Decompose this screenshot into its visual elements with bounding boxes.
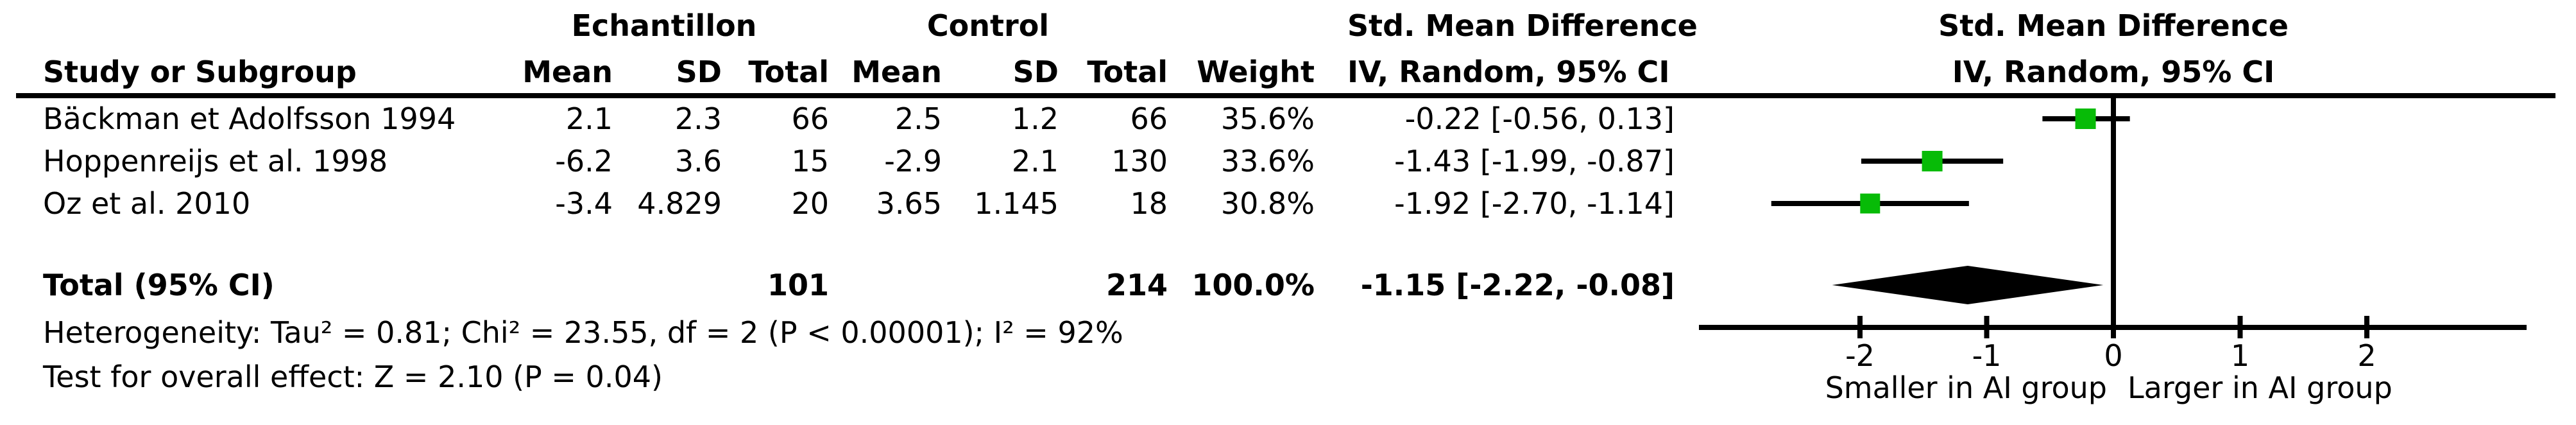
col-header-exp-mean: Mean bbox=[522, 55, 613, 89]
axis-tick-label: 2 bbox=[2357, 338, 2376, 373]
group-header-experimental: Echantillon bbox=[571, 8, 757, 43]
cell-ctrl-total: 18 bbox=[1130, 186, 1168, 221]
effect-square bbox=[1860, 193, 1881, 214]
axis-caption-left: Smaller in AI group bbox=[1825, 370, 2107, 405]
cell-ctrl-total: 130 bbox=[1111, 144, 1168, 178]
cell-exp-sd: 3.6 bbox=[674, 144, 722, 178]
smd-method-header: IV, Random, 95% CI bbox=[1347, 55, 1670, 89]
total-exp-total: 101 bbox=[767, 268, 829, 302]
cell-exp-total: 20 bbox=[791, 186, 829, 221]
axis-tick-label: 1 bbox=[2231, 338, 2249, 373]
cell-weight: 33.6% bbox=[1220, 144, 1315, 178]
header-rule bbox=[16, 93, 2555, 98]
cell-smd-ci: -0.22 [-0.56, 0.13] bbox=[1404, 101, 1675, 136]
total-smd-ci: -1.15 [-2.22, -0.08] bbox=[1360, 268, 1675, 302]
col-header-ctrl-sd: SD bbox=[1012, 55, 1059, 89]
cell-exp-sd: 2.3 bbox=[674, 101, 722, 136]
plot-method-header: IV, Random, 95% CI bbox=[1952, 55, 2275, 89]
cell-weight: 30.8% bbox=[1220, 186, 1315, 221]
axis-tick-label: 0 bbox=[2104, 338, 2122, 373]
group-header-control: Control bbox=[926, 8, 1050, 43]
col-header-exp-sd: SD bbox=[676, 55, 722, 89]
cell-exp-total: 15 bbox=[791, 144, 829, 178]
effect-square bbox=[2075, 108, 2096, 129]
col-header-exp-total: Total bbox=[748, 55, 829, 89]
cell-exp-mean: -6.2 bbox=[555, 144, 613, 178]
plot-column-header: Std. Mean Difference bbox=[1938, 8, 2289, 43]
cell-ctrl-total: 66 bbox=[1130, 101, 1168, 136]
axis-caption-right: Larger in AI group bbox=[2128, 370, 2393, 405]
cell-ctrl-sd: 1.145 bbox=[974, 186, 1059, 221]
cell-ctrl-sd: 1.2 bbox=[1011, 101, 1059, 136]
study-name: Bäckman et Adolfsson 1994 bbox=[43, 101, 456, 136]
col-header-weight: Weight bbox=[1197, 55, 1315, 89]
cell-exp-total: 66 bbox=[791, 101, 829, 136]
effect-square bbox=[1922, 151, 1943, 171]
axis-tick-label: -2 bbox=[1845, 338, 1875, 373]
cell-smd-ci: -1.92 [-2.70, -1.14] bbox=[1394, 186, 1675, 221]
cell-ctrl-sd: 2.1 bbox=[1011, 144, 1059, 178]
heterogeneity-text: Heterogeneity: Tau² = 0.81; Chi² = 23.55… bbox=[43, 315, 1123, 350]
total-diamond bbox=[1832, 266, 2104, 304]
axis-tick-label: -1 bbox=[1972, 338, 2002, 373]
total-weight: 100.0% bbox=[1191, 268, 1315, 302]
cell-smd-ci: -1.43 [-1.99, -0.87] bbox=[1394, 144, 1675, 178]
cell-weight: 35.6% bbox=[1220, 101, 1315, 136]
cell-exp-mean: -3.4 bbox=[555, 186, 613, 221]
cell-ctrl-mean: 2.5 bbox=[894, 101, 942, 136]
study-name: Oz et al. 2010 bbox=[43, 186, 251, 221]
cell-ctrl-mean: -2.9 bbox=[884, 144, 942, 178]
total-ctrl-total: 214 bbox=[1105, 268, 1168, 302]
cell-ctrl-mean: 3.65 bbox=[876, 186, 942, 221]
cell-exp-sd: 4.829 bbox=[637, 186, 722, 221]
total-label: Total (95% CI) bbox=[43, 268, 275, 302]
col-header-study: Study or Subgroup bbox=[43, 55, 357, 89]
cell-exp-mean: 2.1 bbox=[565, 101, 613, 136]
study-name: Hoppenreijs et al. 1998 bbox=[43, 144, 388, 178]
smd-column-header: Std. Mean Difference bbox=[1347, 8, 1698, 43]
overall-effect-text: Test for overall effect: Z = 2.10 (P = 0… bbox=[43, 360, 663, 394]
col-header-ctrl-mean: Mean bbox=[851, 55, 942, 89]
col-header-ctrl-total: Total bbox=[1087, 55, 1168, 89]
